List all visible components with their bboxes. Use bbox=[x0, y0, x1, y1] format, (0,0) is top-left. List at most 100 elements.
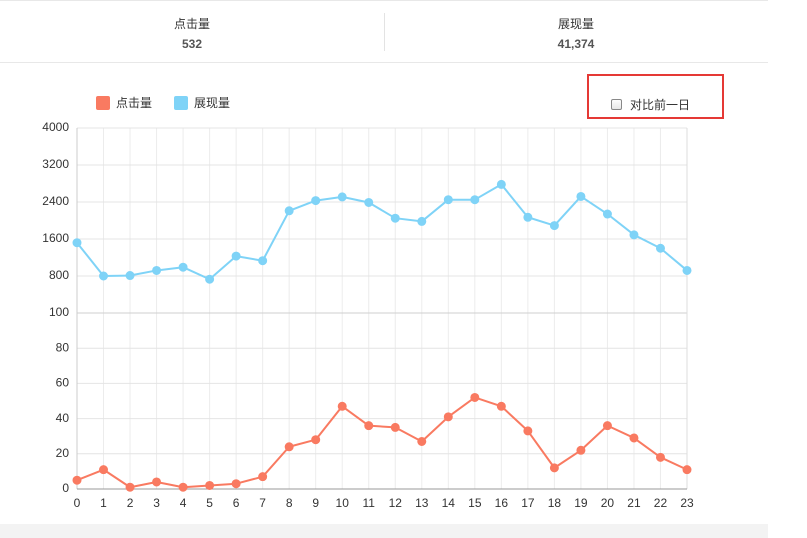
chart-grid bbox=[76, 127, 688, 490]
x-tick-label: 5 bbox=[206, 496, 213, 510]
impressions-series-point bbox=[364, 197, 374, 207]
compare-previous-day-toggle[interactable]: 对比前一日 bbox=[611, 96, 690, 113]
impressions-series-point bbox=[576, 191, 586, 201]
impressions-series-line bbox=[76, 183, 688, 281]
x-tick-label: 16 bbox=[495, 496, 509, 510]
clicks-series-point bbox=[364, 421, 374, 431]
x-tick-label: 23 bbox=[680, 496, 694, 510]
clicks-series-point bbox=[152, 477, 162, 487]
x-tick-label: 0 bbox=[74, 496, 81, 510]
clicks-stat-label: 点击量 bbox=[173, 17, 210, 31]
y-tick-label-lower: 80 bbox=[56, 340, 70, 354]
impressions-stat-value: 41,374 bbox=[557, 37, 595, 51]
x-tick-label: 19 bbox=[574, 496, 588, 510]
impressions-series-point bbox=[178, 262, 188, 272]
y-tick-label-upper: 1600 bbox=[42, 231, 69, 245]
impressions-series-point bbox=[231, 251, 241, 261]
legend-label-impressions: 展现量 bbox=[194, 96, 231, 110]
clicks-series-point bbox=[125, 482, 135, 492]
legend-swatch-impressions bbox=[174, 95, 189, 110]
clicks-series-point bbox=[231, 479, 241, 489]
x-tick-label: 17 bbox=[521, 496, 535, 510]
compare-previous-day-box: 对比前一日 bbox=[587, 74, 724, 119]
y-tick-label-upper: 800 bbox=[49, 268, 69, 282]
y-tick-label-upper: 4000 bbox=[42, 120, 69, 134]
clicks-series-point bbox=[443, 412, 453, 422]
clicks-stat-value: 532 bbox=[181, 37, 203, 51]
top-divider bbox=[0, 0, 768, 1]
x-tick-label: 9 bbox=[312, 496, 319, 510]
x-tick-label: 12 bbox=[389, 496, 403, 510]
impressions-series-point bbox=[205, 274, 215, 284]
clicks-series-point bbox=[205, 480, 215, 490]
impressions-series-point bbox=[602, 209, 612, 219]
y-tick-label-upper: 3200 bbox=[42, 157, 69, 171]
legend-item-impressions[interactable]: 展现量 bbox=[174, 94, 230, 111]
clicks-series-point bbox=[390, 422, 400, 432]
clicks-series-point bbox=[496, 401, 506, 411]
x-tick-label: 7 bbox=[259, 496, 266, 510]
impressions-series-point bbox=[417, 216, 427, 226]
x-tick-label: 1 bbox=[100, 496, 107, 510]
clicks-series-point bbox=[72, 475, 82, 485]
impressions-series-point bbox=[549, 221, 559, 231]
clicks-series-line bbox=[76, 396, 688, 489]
clicks-series-point bbox=[602, 421, 612, 431]
impressions-series-point bbox=[470, 195, 480, 205]
clicks-series-point bbox=[337, 401, 347, 411]
impressions-series-point bbox=[443, 195, 453, 205]
impressions-series-point bbox=[125, 271, 135, 281]
impressions-series-point bbox=[258, 256, 268, 266]
impressions-series-point bbox=[682, 265, 692, 275]
x-tick-label: 8 bbox=[286, 496, 293, 510]
clicks-series-point bbox=[655, 452, 665, 462]
y-tick-label-lower: 60 bbox=[56, 376, 70, 390]
impressions-series-point bbox=[311, 196, 321, 206]
impressions-series-point bbox=[390, 213, 400, 223]
clicks-series-point bbox=[523, 426, 533, 436]
impressions-series-point bbox=[72, 238, 82, 248]
x-tick-label: 11 bbox=[363, 496, 376, 510]
x-tick-label: 21 bbox=[627, 496, 641, 510]
x-tick-label: 22 bbox=[654, 496, 668, 510]
legend-label-clicks: 点击量 bbox=[116, 96, 153, 110]
impressions-series-point bbox=[284, 206, 294, 216]
clicks-series-point bbox=[178, 482, 188, 492]
impressions-series-point bbox=[99, 271, 109, 281]
clicks-series-point bbox=[470, 392, 480, 402]
x-tick-label: 6 bbox=[233, 496, 240, 510]
x-tick-label: 3 bbox=[153, 496, 160, 510]
y-tick-label-lower: 20 bbox=[56, 446, 70, 460]
impressions-stat-label: 展现量 bbox=[557, 17, 594, 31]
impressions-series-point bbox=[655, 243, 665, 253]
impressions-series-point bbox=[496, 179, 506, 189]
chart-legend: 点击量 展现量 bbox=[96, 94, 252, 111]
x-tick-label: 10 bbox=[336, 496, 350, 510]
x-tick-label: 15 bbox=[468, 496, 482, 510]
compare-checkbox[interactable] bbox=[611, 99, 622, 110]
right-blank-strip bbox=[768, 0, 807, 538]
y-tick-label-upper: 2400 bbox=[42, 194, 69, 208]
legend-swatch-clicks bbox=[96, 95, 110, 110]
impressions-stat: 展现量 41,374 bbox=[384, 1, 768, 62]
impressions-series-point bbox=[523, 212, 533, 222]
summary-stats: 点击量 532 展现量 41,374 bbox=[0, 1, 768, 63]
clicks-stat: 点击量 532 bbox=[0, 1, 384, 62]
clicks-series-point bbox=[417, 436, 427, 446]
y-tick-label-lower: 0 bbox=[62, 481, 69, 495]
clicks-series-point bbox=[258, 472, 268, 482]
x-tick-label: 13 bbox=[415, 496, 429, 510]
legend-item-clicks[interactable]: 点击量 bbox=[96, 94, 152, 111]
clicks-series-point bbox=[682, 465, 692, 475]
impressions-series-point bbox=[337, 192, 347, 202]
clicks-series-point bbox=[311, 435, 321, 445]
clicks-series-point bbox=[629, 433, 639, 443]
bottom-band bbox=[0, 524, 768, 538]
impressions-series-point bbox=[152, 265, 162, 275]
clicks-series-point bbox=[99, 465, 109, 475]
clicks-series-point bbox=[576, 445, 586, 455]
impressions-series-point bbox=[629, 230, 639, 240]
y-tick-label-lower: 40 bbox=[56, 411, 70, 425]
y-tick-label-lower: 100 bbox=[49, 305, 69, 319]
